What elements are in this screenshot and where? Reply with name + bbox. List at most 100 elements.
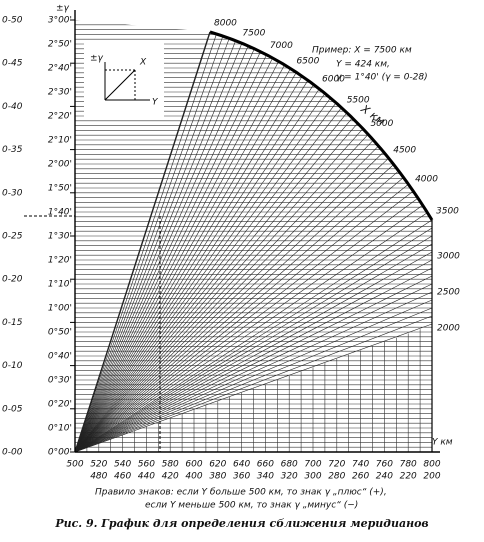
ray bbox=[74, 43, 243, 453]
ray bbox=[74, 307, 433, 453]
ray bbox=[74, 235, 433, 453]
ray bbox=[74, 57, 273, 453]
ray bbox=[74, 275, 433, 453]
ray bbox=[74, 145, 379, 453]
y-km-label: 380 bbox=[209, 472, 226, 482]
ray bbox=[74, 219, 433, 453]
y-km-label: 460 bbox=[114, 472, 131, 482]
y-km-label: 480 bbox=[90, 472, 107, 482]
ray bbox=[74, 323, 433, 453]
inset-y: Y bbox=[152, 98, 159, 108]
rule-line-1: Правило знаков: если Y больше 500 км, то… bbox=[95, 488, 387, 498]
ray bbox=[74, 205, 423, 453]
x-km-label: 7000 bbox=[270, 41, 293, 51]
rays bbox=[74, 31, 433, 453]
ray bbox=[74, 61, 279, 453]
thousandths-label: 0-50 bbox=[2, 16, 23, 26]
ray bbox=[74, 243, 433, 453]
degree-label: 1°40' bbox=[48, 208, 72, 218]
degree-label: 2°00' bbox=[48, 160, 72, 170]
ray bbox=[74, 170, 399, 453]
x-km-label: 6000 bbox=[322, 74, 345, 84]
y-km-label: 660 bbox=[257, 460, 274, 470]
ray bbox=[74, 33, 217, 453]
degree-label: 1°00' bbox=[48, 304, 72, 314]
example-line-1: Пример: X = 7500 км bbox=[312, 46, 412, 56]
ray bbox=[74, 97, 331, 453]
y-km-label: 540 bbox=[114, 460, 131, 470]
y-km-label: 300 bbox=[304, 472, 321, 482]
ray bbox=[74, 64, 285, 453]
y-km-label: 500 bbox=[66, 460, 83, 470]
example-line-3: γ = 1°40' (γ = 0-28) bbox=[336, 73, 428, 83]
ray bbox=[74, 283, 433, 453]
left-axis-label: ±γ bbox=[56, 4, 70, 14]
degree-label: 0°00' bbox=[48, 448, 72, 458]
ray bbox=[74, 291, 433, 453]
ray bbox=[74, 251, 433, 453]
y-km-label: 560 bbox=[138, 460, 155, 470]
ray bbox=[74, 164, 394, 453]
y-km-label: 400 bbox=[185, 472, 202, 482]
y-km-label: 360 bbox=[233, 472, 250, 482]
ray bbox=[74, 259, 433, 453]
y-km-label: 320 bbox=[281, 472, 298, 482]
inset-x: X bbox=[139, 58, 147, 68]
ray bbox=[74, 117, 353, 453]
y-km-label: 680 bbox=[281, 460, 298, 470]
ray bbox=[74, 128, 364, 453]
y-km-label: 420 bbox=[162, 472, 179, 482]
thousandths-label: 0-15 bbox=[2, 318, 23, 328]
ray bbox=[74, 88, 320, 453]
ray bbox=[74, 267, 433, 453]
y-km-label: 440 bbox=[138, 472, 155, 482]
ray bbox=[74, 177, 404, 453]
thousandths-label: 0-45 bbox=[2, 59, 23, 69]
y-km-label: 340 bbox=[257, 472, 274, 482]
bottom-axis-label: Y км bbox=[432, 438, 453, 448]
degree-label: 2°50' bbox=[48, 40, 72, 50]
ray bbox=[74, 48, 255, 453]
ray bbox=[74, 123, 358, 453]
ray bbox=[74, 35, 224, 453]
y-km-label: 580 bbox=[162, 460, 179, 470]
x-km-label: 2500 bbox=[437, 288, 460, 298]
ray bbox=[74, 84, 314, 453]
y-km-label: 260 bbox=[352, 472, 369, 482]
ray bbox=[74, 184, 409, 453]
degree-label: 0°40' bbox=[48, 352, 72, 362]
degree-label: 1°30' bbox=[48, 232, 72, 242]
thousandths-label: 0-30 bbox=[2, 188, 23, 198]
ray bbox=[74, 72, 297, 453]
inset-bg bbox=[84, 40, 164, 120]
y-km-label: 780 bbox=[400, 460, 417, 470]
degree-label: 2°30' bbox=[48, 88, 72, 98]
inset-gamma: ±γ bbox=[90, 54, 104, 64]
thousandths-label: 0-20 bbox=[2, 275, 23, 285]
y-km-label: 720 bbox=[328, 460, 345, 470]
y-km-label: 520 bbox=[90, 460, 107, 470]
degree-label: 2°40' bbox=[48, 64, 72, 74]
ray bbox=[74, 51, 261, 453]
ray bbox=[74, 212, 428, 453]
x-km-label: 6500 bbox=[296, 56, 319, 66]
ray bbox=[74, 68, 291, 453]
ray bbox=[74, 54, 267, 453]
caption: Рис. 9. График для определения сближения… bbox=[54, 517, 428, 530]
y-km-label: 640 bbox=[233, 460, 250, 470]
y-km-label: 240 bbox=[376, 472, 393, 482]
ray bbox=[74, 227, 433, 453]
y-km-label: 760 bbox=[376, 460, 393, 470]
thousandths-label: 0-35 bbox=[2, 145, 23, 155]
thousandths-label: 0-05 bbox=[2, 404, 23, 414]
x-km-label: 7500 bbox=[242, 28, 265, 38]
degree-label: 0°30' bbox=[48, 376, 72, 386]
y-km-label: 280 bbox=[328, 472, 345, 482]
ray bbox=[74, 157, 389, 453]
thousandths-label: 0-10 bbox=[2, 361, 23, 371]
x-km-label: 4500 bbox=[393, 145, 416, 155]
x-km-label: 3000 bbox=[437, 252, 460, 262]
y-km-label: 600 bbox=[185, 460, 202, 470]
